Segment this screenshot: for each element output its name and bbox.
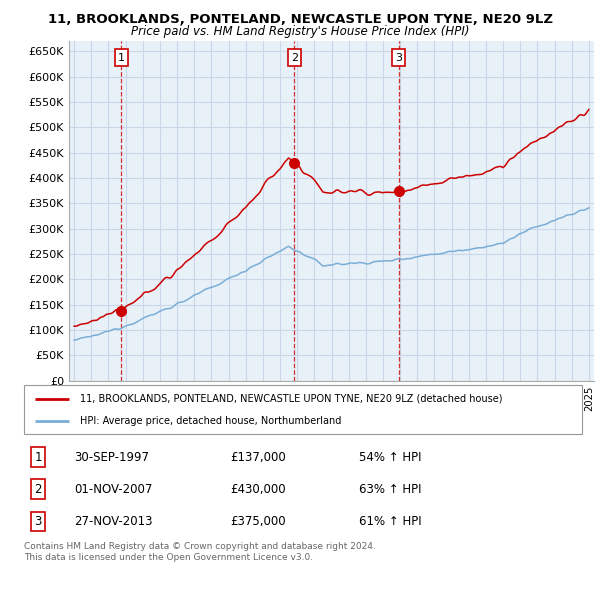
Text: 11, BROOKLANDS, PONTELAND, NEWCASTLE UPON TYNE, NE20 9LZ (detached house): 11, BROOKLANDS, PONTELAND, NEWCASTLE UPO… <box>80 394 502 404</box>
Text: Price paid vs. HM Land Registry's House Price Index (HPI): Price paid vs. HM Land Registry's House … <box>131 25 469 38</box>
FancyBboxPatch shape <box>24 385 582 434</box>
Text: 3: 3 <box>34 515 41 528</box>
Text: 11, BROOKLANDS, PONTELAND, NEWCASTLE UPON TYNE, NE20 9LZ: 11, BROOKLANDS, PONTELAND, NEWCASTLE UPO… <box>47 13 553 26</box>
Text: Contains HM Land Registry data © Crown copyright and database right 2024.
This d: Contains HM Land Registry data © Crown c… <box>24 542 376 562</box>
Text: 27-NOV-2013: 27-NOV-2013 <box>74 515 153 528</box>
Text: £137,000: £137,000 <box>230 451 286 464</box>
Text: 61% ↑ HPI: 61% ↑ HPI <box>359 515 421 528</box>
Text: 54% ↑ HPI: 54% ↑ HPI <box>359 451 421 464</box>
Text: 1: 1 <box>118 53 125 63</box>
Text: HPI: Average price, detached house, Northumberland: HPI: Average price, detached house, Nort… <box>80 416 341 426</box>
Text: 01-NOV-2007: 01-NOV-2007 <box>74 483 152 496</box>
Text: £430,000: £430,000 <box>230 483 286 496</box>
Text: 30-SEP-1997: 30-SEP-1997 <box>74 451 149 464</box>
Text: 2: 2 <box>291 53 298 63</box>
Text: 3: 3 <box>395 53 402 63</box>
Text: 63% ↑ HPI: 63% ↑ HPI <box>359 483 421 496</box>
Text: £375,000: £375,000 <box>230 515 286 528</box>
Text: 1: 1 <box>34 451 42 464</box>
Text: 2: 2 <box>34 483 42 496</box>
